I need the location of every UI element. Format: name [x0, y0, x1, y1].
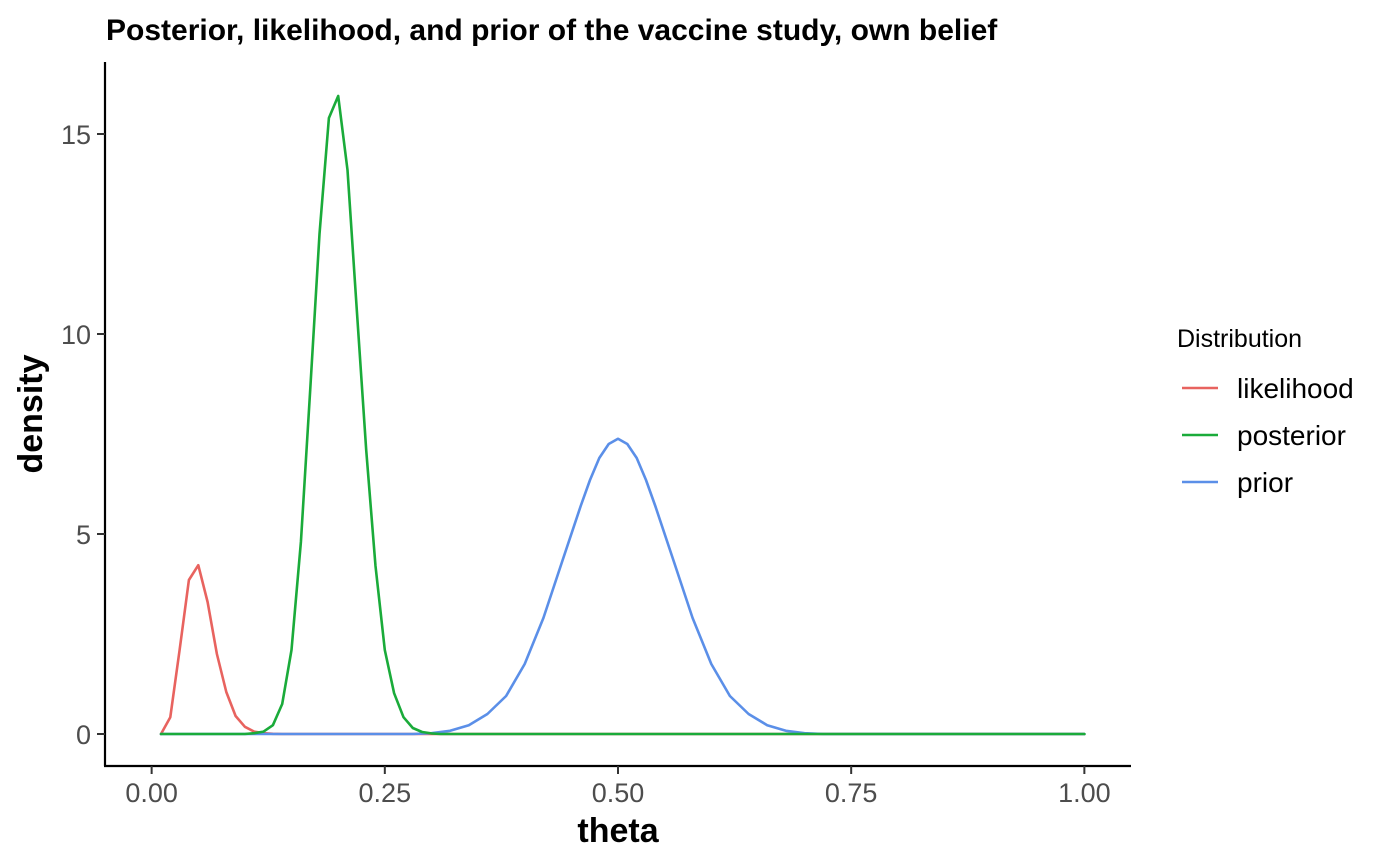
x-tick-label: 0.00	[125, 778, 178, 808]
y-axis-ticks: 0 5 10 15	[61, 120, 105, 750]
y-tick-label: 15	[61, 120, 91, 150]
x-tick-label: 0.50	[592, 778, 645, 808]
series-line-likelihood	[159, 563, 1086, 736]
series-line-posterior	[159, 94, 1086, 736]
y-tick-label: 5	[76, 520, 91, 550]
x-tick-label: 0.75	[825, 778, 878, 808]
y-tick-label: 0	[76, 720, 91, 750]
x-tick-label: 1.00	[1058, 778, 1111, 808]
x-tick-label: 0.25	[359, 778, 412, 808]
chart-title: Posterior, likelihood, and prior of the …	[106, 14, 998, 47]
x-axis-ticks: 0.00 0.25 0.50 0.75 1.00	[125, 766, 1111, 808]
series-line-prior	[159, 437, 1086, 736]
y-axis-title: density	[12, 354, 50, 473]
legend-label-prior: prior	[1237, 467, 1293, 498]
legend: Distribution likelihood posterior prior	[1177, 325, 1354, 498]
legend-items: likelihood posterior prior	[1182, 373, 1354, 498]
legend-label-likelihood: likelihood	[1237, 373, 1354, 404]
legend-label-posterior: posterior	[1237, 420, 1346, 451]
plot-area: 0.00 0.25 0.50 0.75 1.00 0 5 10 15	[61, 62, 1131, 808]
series-layer	[159, 94, 1086, 736]
legend-title: Distribution	[1177, 325, 1302, 353]
x-axis-title: theta	[577, 812, 659, 850]
y-tick-label: 10	[61, 320, 91, 350]
